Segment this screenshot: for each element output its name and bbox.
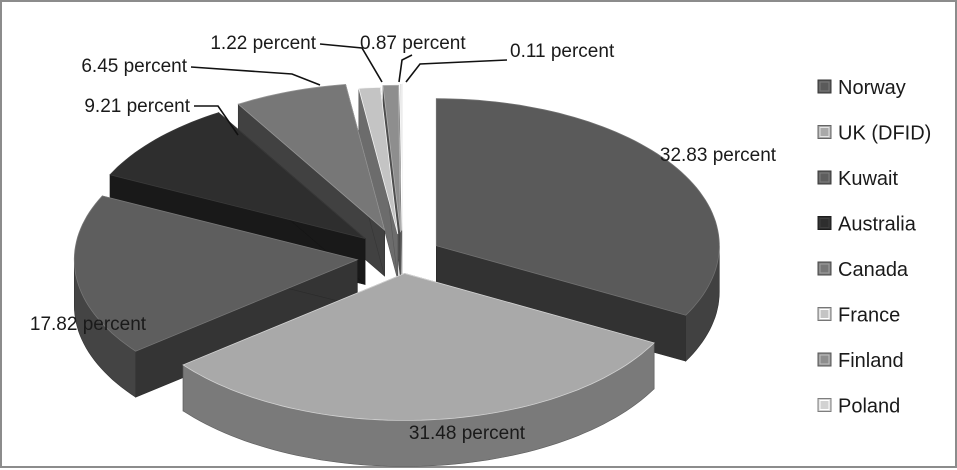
legend-label-norway: Norway (838, 77, 906, 99)
data-label-canada: 6.45 percent (81, 56, 187, 77)
legend-label-australia: Australia (838, 214, 917, 236)
legend-swatch-france (817, 307, 832, 321)
leader-line-poland (405, 59, 508, 83)
pie-slice-norway (435, 98, 720, 362)
data-label-france: 1.22 percent (210, 33, 316, 54)
legend-swatch-finland (817, 352, 832, 367)
pie-slice-uk-dfid (182, 272, 655, 467)
legend-item-uk-dfid: UK (DFID) (817, 123, 931, 145)
legend-swatch-norway (817, 79, 832, 94)
data-label-kuwait: 17.82 percent (30, 314, 147, 335)
legend-swatch-australia (817, 216, 832, 230)
data-label-australia: 9.21 percent (84, 96, 190, 117)
legend-label-canada: Canada (838, 259, 909, 281)
data-label-finland: 0.87 percent (360, 33, 466, 54)
legend-swatch-poland (817, 398, 832, 412)
data-label-poland: 0.11 percent (510, 41, 615, 62)
leader-line-canada (190, 66, 321, 86)
legend-label-finland: Finland (838, 350, 904, 372)
legend-item-finland: Finland (817, 350, 904, 372)
legend-item-kuwait: Kuwait (817, 168, 898, 190)
leader-line-australia (194, 105, 239, 136)
legend-item-france: France (817, 305, 900, 327)
legend-label-france: France (838, 305, 900, 327)
legend-item-australia: Australia (817, 214, 917, 236)
data-label-uk-dfid: 31.48 percent (409, 423, 526, 444)
legend-label-uk-dfid: UK (DFID) (838, 123, 931, 145)
legend-swatch-kuwait (817, 170, 832, 185)
legend-label-kuwait: Kuwait (838, 168, 898, 190)
legend-swatch-uk-dfid (817, 125, 832, 139)
leader-line-france (319, 43, 383, 83)
legend-swatch-canada (817, 261, 832, 276)
legend-item-norway: Norway (817, 77, 906, 99)
legend-item-poland: Poland (817, 396, 900, 418)
pie-slice-poland (399, 83, 403, 277)
legend-item-canada: Canada (817, 259, 909, 281)
leader-line-finland (398, 54, 413, 83)
legend-label-poland: Poland (838, 396, 900, 418)
pie-slice-france (358, 86, 399, 281)
data-label-norway: 32.83 percent (660, 145, 777, 166)
